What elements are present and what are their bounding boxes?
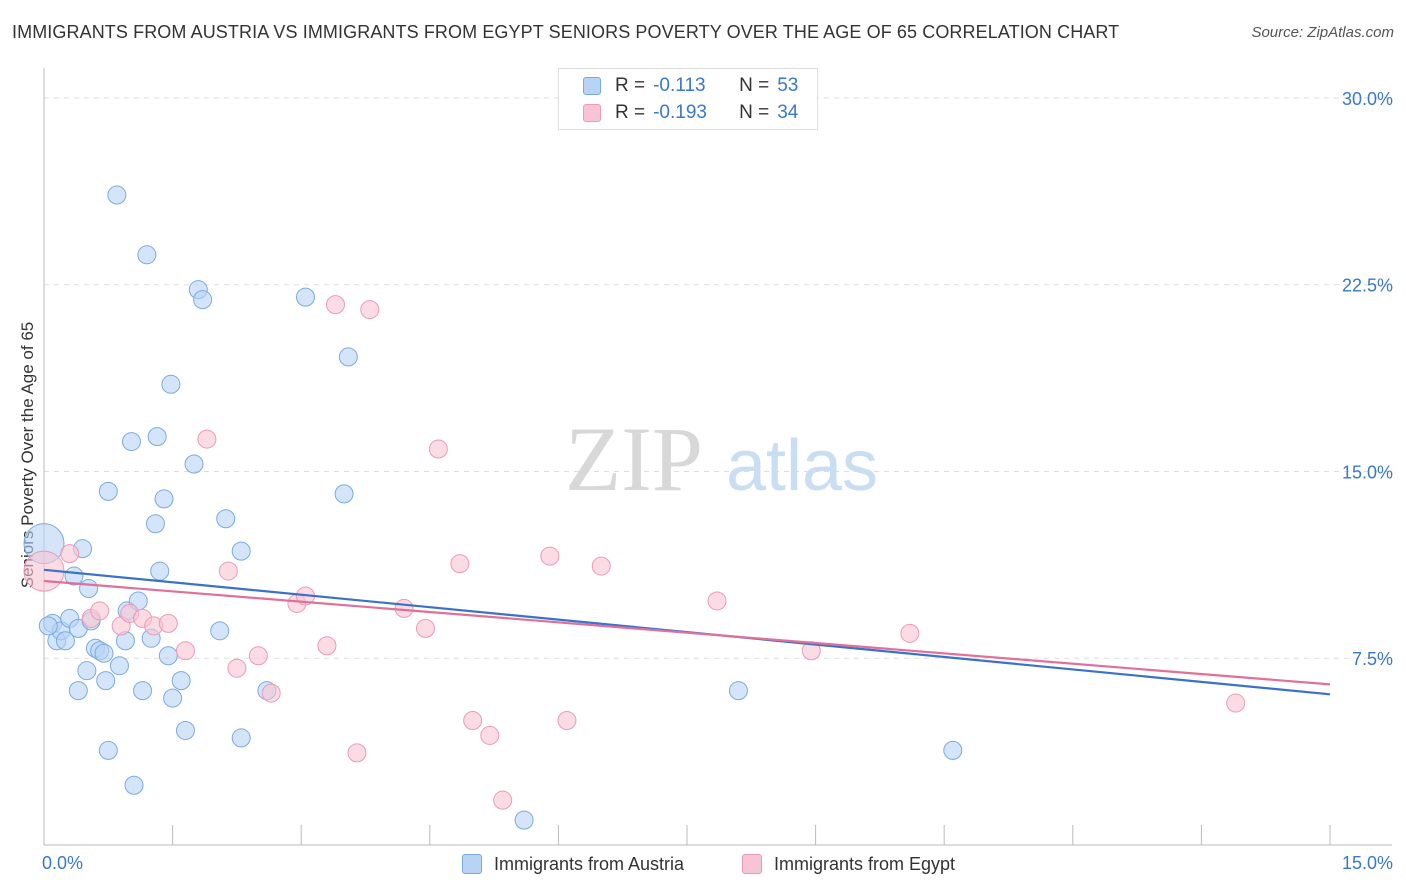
austria-point [158, 646, 178, 666]
austria-point [163, 688, 183, 708]
austria-point [79, 579, 99, 599]
austria-point [94, 643, 114, 663]
legend-r-label: R = [615, 75, 646, 96]
egypt-point [428, 439, 448, 459]
egypt-trend-line [43, 579, 1331, 686]
egypt-point [60, 544, 80, 564]
egypt-point [360, 300, 380, 320]
austria-point [338, 347, 358, 367]
egypt-point [317, 636, 337, 656]
austria-point [210, 621, 230, 641]
legend-r-value: -0.113 [653, 75, 706, 96]
trend-lines [43, 568, 1331, 696]
legend-n-value: 53 [777, 75, 799, 96]
egypt-point [493, 790, 513, 810]
austria-point [98, 740, 118, 760]
legend-n-label: N = [739, 75, 770, 96]
y-tick-label: 22.5% [1342, 276, 1393, 296]
austria-point [124, 775, 144, 795]
austria-point [175, 720, 195, 740]
egypt-point [1226, 693, 1246, 713]
egypt-swatch [583, 104, 601, 122]
egypt-point [175, 641, 195, 661]
egypt-point [347, 743, 367, 763]
correlation-legend: R = -0.113 N = 53 R = -0.193 N = 34 [558, 68, 818, 130]
legend-n-value: 34 [777, 102, 799, 123]
austria-point [728, 681, 748, 701]
chart-title: IMMIGRANTS FROM AUSTRIA VS IMMIGRANTS FR… [12, 22, 1120, 42]
austria-point [55, 631, 75, 651]
x-tick-label: 15.0% [1342, 853, 1393, 873]
egypt-point [90, 601, 110, 621]
austria-point [295, 287, 315, 307]
egypt-point [197, 429, 217, 449]
austria-point [193, 290, 213, 310]
austria-point [161, 374, 181, 394]
austria-point [154, 489, 174, 509]
egypt-point [218, 561, 238, 581]
austria-point [184, 454, 204, 474]
austria-point [68, 681, 88, 701]
egypt-point [707, 591, 727, 611]
egypt-point [450, 554, 470, 574]
austria-point [133, 681, 153, 701]
y-tick-label: 15.0% [1342, 462, 1393, 482]
watermark-zip: ZIP [565, 408, 703, 510]
egypt-point [540, 546, 560, 566]
watermark: ZIP atlas [565, 408, 878, 510]
gridlines [44, 97, 1392, 659]
austria-point [38, 616, 58, 636]
egypt-point [261, 683, 281, 703]
egypt-point [325, 295, 345, 315]
egypt-point [900, 623, 920, 643]
austria-point [107, 185, 127, 205]
bottom-legend-egypt[interactable]: Immigrants from Egypt [742, 851, 955, 877]
austria-point [231, 541, 251, 561]
austria-point [121, 432, 141, 452]
egypt-points [23, 295, 1246, 810]
legend-r-label: R = [615, 102, 646, 123]
egypt-legend-label: Immigrants from Egypt [774, 853, 956, 874]
watermark-atlas: atlas [726, 426, 878, 506]
austria-point [137, 245, 157, 265]
austria-point [514, 810, 534, 830]
egypt-point [158, 613, 178, 633]
austria-point [109, 656, 129, 676]
austria-legend-label: Immigrants from Austria [494, 853, 685, 874]
x-tick-label: 0.0% [42, 853, 83, 873]
austria-point [334, 484, 354, 504]
legend-row-austria: R = -0.113 N = 53 [583, 73, 798, 99]
egypt-point [480, 725, 500, 745]
source-credit: Source: ZipAtlas.com [1251, 24, 1394, 41]
austria-point [145, 514, 165, 534]
egypt-point [248, 646, 268, 666]
y-tick-label: 30.0% [1342, 89, 1393, 109]
egypt-point [416, 618, 436, 638]
austria-point [77, 661, 97, 681]
y-tick-label: 7.5% [1352, 649, 1393, 669]
egypt-point [227, 658, 247, 678]
austria-point [98, 481, 118, 501]
tick-labels: 7.5% 15.0% 22.5% 30.0% 0.0% 15.0% [42, 89, 1393, 873]
bottom-legend-austria[interactable]: Immigrants from Austria [462, 851, 684, 877]
austria-point [231, 728, 251, 748]
austria-point [171, 671, 191, 691]
egypt-legend-swatch [742, 854, 762, 874]
austria-point [216, 509, 236, 529]
austria-swatch [583, 77, 601, 95]
austria-point [943, 740, 963, 760]
austria-legend-swatch [462, 854, 482, 874]
legend-n-label: N = [739, 102, 770, 123]
egypt-point [557, 710, 577, 730]
legend-r-value: -0.193 [653, 102, 707, 123]
egypt-point [463, 710, 483, 730]
legend-row-egypt: R = -0.193 N = 34 [583, 100, 798, 126]
axes [43, 68, 1392, 846]
egypt-point [591, 556, 611, 576]
austria-point [96, 671, 116, 691]
austria-point [147, 427, 167, 447]
austria-point [150, 561, 170, 581]
